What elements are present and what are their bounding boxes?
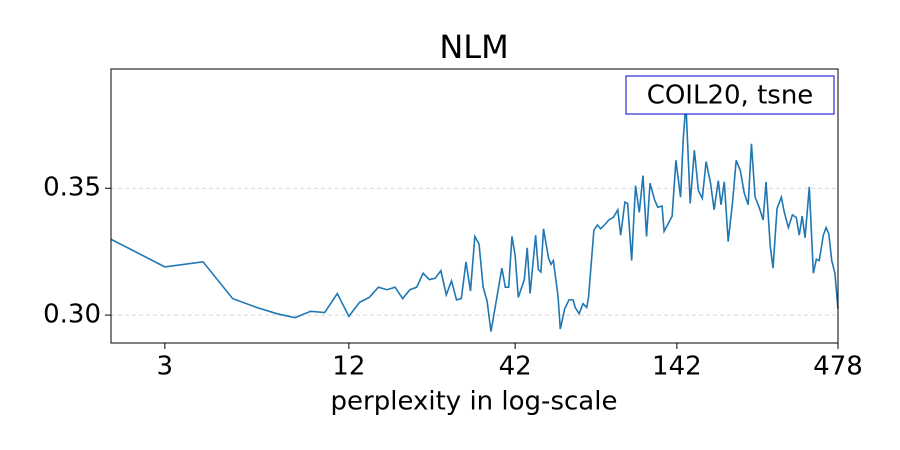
x-axis-label: perplexity in log-scale xyxy=(331,387,618,417)
line xyxy=(110,103,839,332)
annotation-box xyxy=(625,75,835,115)
x-tick-label: 42 xyxy=(499,352,532,382)
x-tick-label: 3 xyxy=(157,352,174,382)
x-tick-label: 478 xyxy=(813,352,863,382)
x-tick-label: 12 xyxy=(332,352,365,382)
chart-title: NLM xyxy=(439,28,508,66)
x-tick-label: 142 xyxy=(652,352,702,382)
y-tick-label: 0.35 xyxy=(43,173,101,203)
plot-frame xyxy=(110,68,839,344)
y-tick-label: 0.30 xyxy=(43,300,101,330)
annotation: COIL20, tsne xyxy=(647,81,814,111)
